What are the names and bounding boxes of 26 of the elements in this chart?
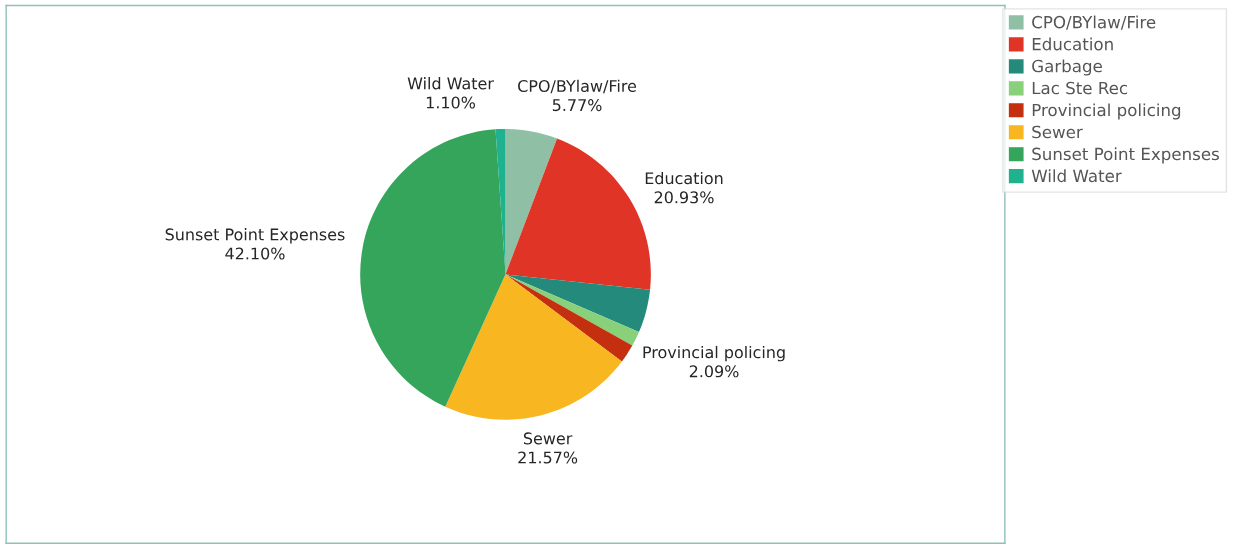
pie-slice [495,129,506,275]
data-label: 20.93% [654,191,714,204]
data-label: 21.57% [518,451,578,464]
pie-slice [505,274,651,333]
pie-slice [505,274,633,362]
slice-label: Provincial policing [643,345,785,362]
slice-label: Sunset Point Expenses [165,228,345,244]
legend-label: Lac Ste Rec [1032,81,1128,95]
slice-label: Sewer [523,432,573,445]
data-label: 42.10% [225,247,285,260]
legend-label: CPO/BYlaw/Fire [1032,15,1156,30]
legend-label: Sunset Point Expenses [1032,147,1219,164]
data-label: 1.10% [426,96,476,109]
data-label: 5.77% [552,99,602,112]
legend-label: Education [1032,37,1113,51]
legend-label: Garbage [1032,59,1102,76]
slice-label: CPO/BYlaw/Fire [518,79,637,94]
legend-label: Wild Water [1031,169,1122,183]
slice-label: Wild Water [407,77,494,90]
data-label: 2.09% [689,365,739,378]
pie-slice [360,129,506,407]
pie-slice [445,274,622,420]
legend-label: Sewer [1032,125,1083,139]
pie-slice [505,129,558,275]
slice-label: Education [645,171,723,185]
legend-label: Provincial policing [1032,103,1181,120]
